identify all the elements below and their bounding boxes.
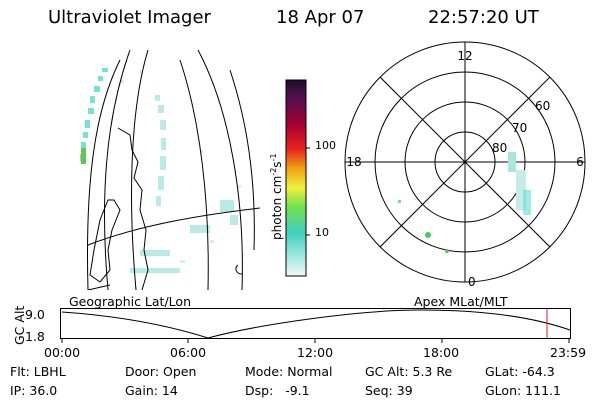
colorbar-label-s: s xyxy=(270,161,284,168)
xtick-1800: 18:00 xyxy=(423,345,460,360)
polar-bright-spot xyxy=(425,232,431,238)
colorbar-tick-10: 10 xyxy=(315,226,329,239)
date-label: 18 Apr 07 xyxy=(276,7,365,28)
colorbar-label-exp2: -1 xyxy=(269,153,278,162)
lat-label-70: 70 xyxy=(512,121,527,135)
polar-aurora xyxy=(398,152,531,215)
colorbar xyxy=(285,79,310,277)
app-title: Ultraviolet Imager xyxy=(48,7,211,28)
graticule-lines xyxy=(86,50,260,290)
status-gc-alt: GC Alt: 5.3 Re xyxy=(365,364,453,379)
coastline-fragment xyxy=(235,264,243,275)
status-filter: Flt: LBHL xyxy=(10,364,66,379)
xtick-0600: 06:00 xyxy=(170,345,207,360)
colorbar-label-exp1: -2 xyxy=(269,167,278,176)
geographic-map xyxy=(80,50,260,290)
polar-plot: 12 18 6 0 60 70 80 xyxy=(344,41,586,289)
mlt-label-6: 6 xyxy=(576,155,584,169)
status-seq: Seq: 39 xyxy=(365,383,413,398)
colorbar-tick-100: 100 xyxy=(315,139,336,152)
colorbar-gradient xyxy=(285,79,307,277)
apex-label: Apex MLat/MLT xyxy=(414,294,508,309)
polar-diagonal-2 xyxy=(379,76,551,248)
polar-spot xyxy=(445,249,449,253)
status-dsp: Dsp: -9.1 xyxy=(245,383,310,398)
background-speckle xyxy=(120,70,241,263)
colorbar-label: photon cm-2s-1 xyxy=(269,153,284,240)
status-mode: Mode: Normal xyxy=(245,364,333,379)
xtick-0000: 00:00 xyxy=(44,345,81,360)
mlt-label-0: 0 xyxy=(468,275,476,289)
lat-label-80: 80 xyxy=(492,141,507,155)
coastline xyxy=(89,127,149,290)
status-door: Door: Open xyxy=(125,364,197,379)
altitude-frame xyxy=(60,308,571,339)
xtick-2359: 23:59 xyxy=(550,345,587,360)
mlt-label-18: 18 xyxy=(346,155,361,169)
lat-label-60: 60 xyxy=(535,99,550,113)
altitude-plot xyxy=(60,308,571,343)
altitude-ytick-min: 1.8 xyxy=(25,329,45,344)
status-glat: GLat: -64.3 xyxy=(485,364,555,379)
altitude-curve xyxy=(61,309,571,339)
colorbar-label-unit: photon cm xyxy=(270,175,284,240)
status-gain: Gain: 14 xyxy=(125,383,178,398)
altitude-ytick-max: 9.0 xyxy=(25,307,45,322)
status-ip: IP: 36.0 xyxy=(10,383,58,398)
aurora-emission-right xyxy=(130,95,238,273)
time-label: 22:57:20 UT xyxy=(428,7,539,28)
status-glon: GLon: 111.1 xyxy=(485,383,561,398)
aurora-peak xyxy=(81,148,86,164)
xtick-1200: 12:00 xyxy=(297,345,334,360)
mlt-label-12: 12 xyxy=(457,49,472,63)
geographic-label: Geographic Lat/Lon xyxy=(69,294,191,309)
